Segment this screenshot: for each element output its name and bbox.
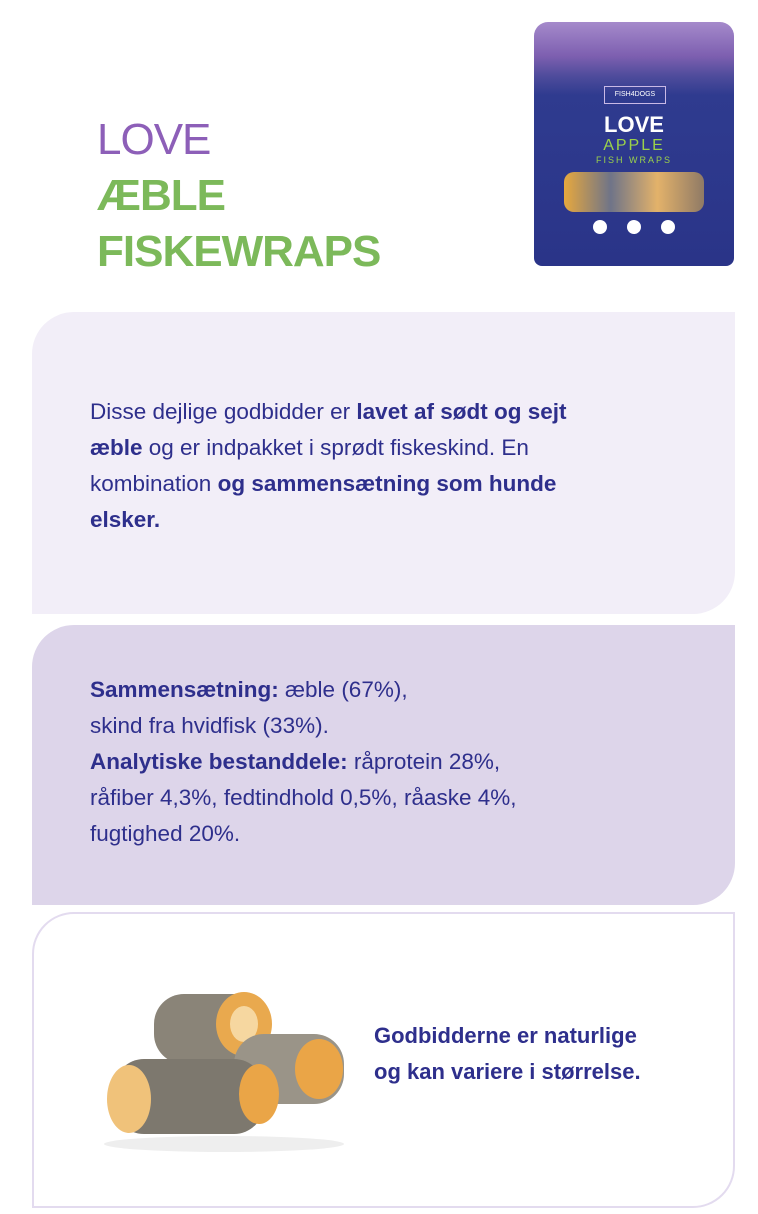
bold-text: Sammensætning: <box>90 677 279 702</box>
text-line: råfiber 4,3%, fedtindhold 0,5%, råaske 4… <box>90 780 517 816</box>
text-line: skind fra hvidfisk (33%). <box>90 708 517 744</box>
text: råprotein 28%, <box>347 749 501 774</box>
text-line: fugtighed 20%. <box>90 816 517 852</box>
text-line: Sammensætning: æble (67%), <box>90 672 517 708</box>
package-flavor: APPLE <box>603 137 665 154</box>
fish-wraps-photo <box>104 992 344 1152</box>
description-card: Disse dejlige godbidder er lavet af sødt… <box>32 312 735 614</box>
text: råfiber 4,3%, fedtindhold 0,5%, råaske 4… <box>90 785 517 810</box>
page-title: LOVE ÆBLE FISKEWRAPS <box>97 112 381 280</box>
text-line: Analytiske bestanddele: råprotein 28%, <box>90 744 517 780</box>
bold-text: æble <box>90 435 143 460</box>
text: fugtighed 20%. <box>90 821 241 846</box>
text: æble (67%), <box>278 677 408 702</box>
text-line: Disse dejlige godbidder er lavet af sødt… <box>90 394 566 430</box>
note-text: Godbidderne er naturlige og kan variere … <box>374 1018 641 1090</box>
text: skind fra hvidfisk (33%). <box>90 713 329 738</box>
text: Disse dejlige godbidder er <box>90 399 357 424</box>
note-line: og kan variere i størrelse. <box>374 1059 641 1084</box>
title-love: LOVE <box>97 115 211 164</box>
text-line: æble og er indpakket i sprødt fiskeskind… <box>90 430 566 466</box>
product-package-image: FISH4DOGS LOVE APPLE FISH WRAPS <box>534 22 734 266</box>
bold-text: og sammensætning som hunde <box>217 471 557 496</box>
title-product-type: FISKEWRAPS <box>97 227 381 276</box>
brand-logo: FISH4DOGS <box>604 86 666 104</box>
bold-text: elsker. <box>90 507 161 532</box>
bold-text: lavet af sødt og sejt <box>356 399 567 424</box>
package-window <box>564 172 704 212</box>
note-line: Godbidderne er naturlige <box>374 1023 637 1048</box>
description-text: Disse dejlige godbidder er lavet af sødt… <box>90 394 566 538</box>
fish-wrap-roll <box>107 1059 279 1134</box>
bold-text: Analytiske bestanddele: <box>90 749 348 774</box>
composition-card: Sammensætning: æble (67%), skind fra hvid… <box>32 625 735 905</box>
package-type: FISH WRAPS <box>595 155 672 165</box>
text: kombination <box>90 471 218 496</box>
note-card: Godbidderne er naturlige og kan variere … <box>32 912 735 1208</box>
grain-free-icon <box>593 220 607 234</box>
fish-icon <box>661 220 675 234</box>
text: og er indpakket i sprødt fiskeskind. En <box>142 435 529 460</box>
title-flavor: ÆBLE <box>97 171 226 220</box>
composition-text: Sammensætning: æble (67%), skind fra hvid… <box>90 672 517 852</box>
star-icon <box>627 220 641 234</box>
text-line: kombination og sammensætning som hunde <box>90 466 566 502</box>
package-name: LOVE <box>604 112 664 137</box>
text-line: elsker. <box>90 502 566 538</box>
package-icons <box>534 220 734 234</box>
